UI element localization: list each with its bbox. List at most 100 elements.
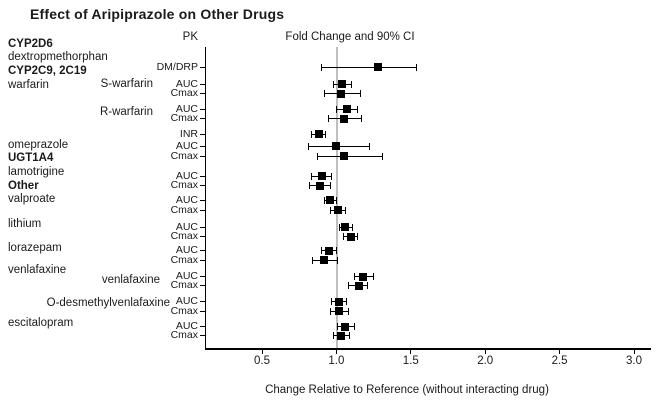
y-axis-line	[205, 47, 206, 349]
data-point	[374, 63, 383, 71]
ci-cap-high	[329, 182, 331, 189]
pk-label: AUC	[175, 169, 198, 182]
pk-label: INR	[179, 127, 198, 140]
row-tick	[200, 118, 205, 119]
ci-cap-low	[329, 206, 331, 214]
x-tick	[633, 350, 635, 354]
ci-cap-low	[323, 196, 325, 204]
ci-line	[317, 155, 383, 157]
x-tick	[484, 350, 486, 354]
ci-cap-high	[344, 206, 346, 214]
drug-label: lithium	[8, 218, 42, 230]
ci-cap-low	[312, 256, 314, 264]
ci-cap-high	[349, 332, 351, 339]
ci-cap-low	[316, 152, 318, 160]
pk-label: AUC	[175, 295, 198, 307]
ci-cap-high	[352, 223, 354, 231]
pk-label: Cmax	[170, 87, 198, 99]
chart-title: Effect of Aripiprazole on Other Drugs	[30, 6, 285, 22]
ci-cap-high	[337, 256, 339, 264]
data-point	[335, 307, 344, 315]
data-point	[326, 196, 335, 204]
row-tick	[200, 301, 205, 302]
drug-label: escitalopram	[8, 317, 74, 329]
row-tick	[200, 133, 205, 135]
x-axis-title: Change Relative to Reference (without in…	[265, 384, 549, 396]
pk-label: Cmax	[170, 112, 198, 124]
drug-label: dextropmethorphan	[8, 51, 108, 63]
data-point	[342, 105, 351, 113]
pk-label: AUC	[175, 77, 198, 90]
ci-cap-high	[356, 105, 358, 113]
ci-cap-high	[356, 233, 358, 240]
group-label: CYP2D6	[8, 38, 53, 50]
data-point	[354, 281, 363, 290]
ci-cap-high	[335, 247, 337, 254]
ci-cap-high	[325, 130, 327, 138]
row-tick	[200, 285, 205, 286]
data-point	[338, 80, 347, 88]
ci-cap-high	[335, 196, 337, 204]
x-tick	[261, 350, 263, 354]
data-point	[341, 322, 350, 331]
ci-cap-high	[350, 80, 352, 88]
data-point	[316, 181, 325, 190]
pk-column-header: PK	[182, 31, 198, 43]
ci-cap-high	[373, 273, 375, 280]
drug-label: omeprazole	[8, 139, 69, 151]
ci-cap-low	[332, 332, 334, 339]
ci-line	[321, 66, 417, 68]
pk-label: AUC	[175, 244, 198, 256]
drug-label: lorazepam	[8, 242, 62, 254]
ci-cap-high	[367, 282, 369, 289]
data-point	[333, 206, 342, 214]
pk-label: Cmax	[170, 203, 198, 216]
x-tick-label: 0.5	[254, 355, 270, 367]
row-tick	[200, 66, 205, 68]
x-tick-label: 3.0	[626, 355, 642, 367]
data-point	[324, 246, 333, 255]
ci-column-header: Fold Change and 90% CI	[285, 31, 415, 43]
group-label: CYP2C9, 2C19	[8, 65, 87, 77]
data-point	[336, 89, 345, 98]
ci-cap-low	[332, 80, 334, 88]
ci-cap-low	[335, 105, 337, 113]
data-point	[341, 223, 350, 231]
data-point	[336, 331, 345, 340]
row-tick	[200, 226, 205, 228]
row-tick	[200, 83, 205, 85]
ci-cap-low	[321, 247, 323, 254]
ci-cap-low	[353, 273, 355, 280]
ci-cap-low	[323, 90, 325, 97]
x-tick	[335, 350, 337, 354]
data-point	[339, 114, 348, 123]
drug-label: warfarin	[8, 79, 49, 91]
data-point	[335, 297, 344, 306]
data-point	[339, 152, 348, 160]
ci-cap-high	[368, 142, 370, 150]
drug-label: venlafaxine	[101, 274, 160, 286]
data-point	[332, 142, 341, 150]
x-tick-label: 2.0	[477, 355, 494, 367]
x-tick	[559, 350, 561, 354]
pk-label: Cmax	[170, 329, 198, 341]
pk-label: AUC	[175, 102, 198, 115]
row-tick	[200, 236, 205, 237]
ci-cap-high	[416, 63, 418, 71]
row-tick	[200, 326, 205, 327]
row-tick	[200, 259, 205, 261]
row-tick	[200, 310, 205, 312]
ci-cap-high	[361, 115, 363, 122]
row-tick	[200, 209, 205, 211]
pk-label: Cmax	[170, 279, 198, 291]
ci-cap-low	[337, 323, 339, 330]
pk-label: AUC	[175, 193, 198, 206]
pk-label: DM/DRP	[156, 60, 198, 73]
ci-cap-low	[331, 298, 333, 305]
drug-label: S-warfarin	[100, 78, 153, 90]
x-tick-label: 2.5	[551, 355, 568, 367]
ci-cap-low	[338, 223, 340, 231]
data-point	[314, 130, 323, 138]
data-point	[320, 256, 329, 264]
